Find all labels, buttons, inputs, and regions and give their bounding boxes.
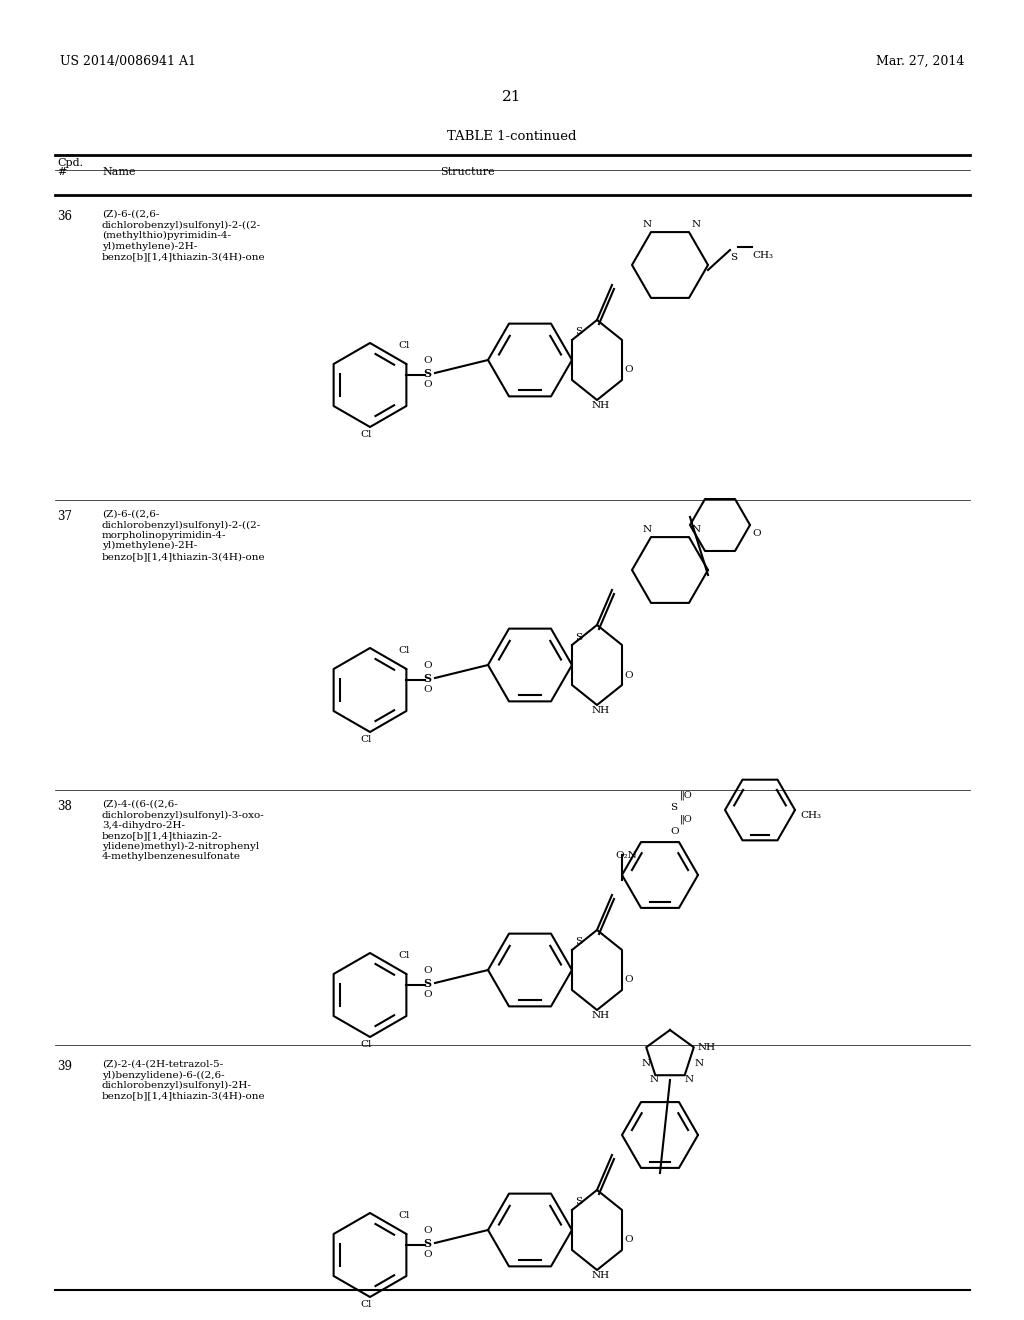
Text: N: N [643, 525, 652, 535]
Text: (Z)-2-(4-(2H-tetrazol-5-
yl)benzylidene)-6-((2,6-
dichlorobenzyl)sulfonyl)-2H-
b: (Z)-2-(4-(2H-tetrazol-5- yl)benzylidene)… [102, 1060, 265, 1101]
Text: N: N [692, 525, 701, 535]
Text: NH: NH [698, 1043, 716, 1052]
Text: NH: NH [592, 1011, 610, 1020]
Text: #: # [57, 168, 67, 177]
Text: S: S [575, 327, 582, 337]
Text: O: O [423, 1226, 432, 1236]
Text: (Z)-6-((2,6-
dichlorobenzyl)sulfonyl)-2-((2-
(methylthio)pyrimidin-4-
yl)methyle: (Z)-6-((2,6- dichlorobenzyl)sulfonyl)-2-… [102, 210, 265, 261]
Text: O: O [752, 528, 761, 537]
Text: N: N [692, 220, 701, 228]
Text: Cl: Cl [398, 645, 410, 655]
Text: S: S [423, 1238, 431, 1249]
Text: 39: 39 [57, 1060, 72, 1073]
Text: S: S [423, 673, 431, 684]
Text: S: S [670, 803, 677, 812]
Text: 21: 21 [502, 90, 522, 104]
Text: O: O [624, 366, 633, 375]
Text: S: S [575, 937, 582, 946]
Text: N: N [643, 220, 652, 228]
Text: S: S [575, 1197, 582, 1206]
Text: S: S [423, 978, 431, 989]
Text: N: N [642, 1059, 651, 1068]
Text: N: N [685, 1076, 694, 1085]
Text: ‖O: ‖O [680, 791, 693, 800]
Text: Cl: Cl [398, 341, 410, 350]
Text: Cl: Cl [360, 1040, 372, 1049]
Text: O: O [423, 966, 432, 975]
Text: Name: Name [102, 168, 135, 177]
Text: O: O [670, 828, 679, 836]
Text: CH₃: CH₃ [800, 810, 821, 820]
Text: O: O [624, 1236, 633, 1245]
Text: S: S [575, 632, 582, 642]
Text: N: N [650, 1076, 659, 1085]
Text: TABLE 1-continued: TABLE 1-continued [447, 129, 577, 143]
Text: NH: NH [592, 401, 610, 411]
Text: O: O [624, 975, 633, 985]
Text: (Z)-4-((6-((2,6-
dichlorobenzyl)sulfonyl)-3-oxo-
3,4-dihydro-2H-
benzo[b][1,4]th: (Z)-4-((6-((2,6- dichlorobenzyl)sulfonyl… [102, 800, 265, 862]
Text: US 2014/0086941 A1: US 2014/0086941 A1 [60, 55, 196, 69]
Text: O: O [624, 671, 633, 680]
Text: Cl: Cl [360, 1300, 372, 1309]
Text: Cl: Cl [360, 430, 372, 440]
Text: 36: 36 [57, 210, 72, 223]
Text: Mar. 27, 2014: Mar. 27, 2014 [876, 55, 964, 69]
Text: N: N [695, 1059, 705, 1068]
Text: O: O [423, 356, 432, 366]
Text: 38: 38 [57, 800, 72, 813]
Text: 37: 37 [57, 510, 72, 523]
Text: O: O [423, 990, 432, 999]
Text: ‖O: ‖O [680, 814, 693, 825]
Text: O: O [423, 1250, 432, 1259]
Text: Cl: Cl [398, 950, 410, 960]
Text: NH: NH [592, 1271, 610, 1280]
Text: NH: NH [592, 706, 610, 715]
Text: O: O [423, 685, 432, 694]
Text: CH₃: CH₃ [752, 251, 773, 260]
Text: Cl: Cl [360, 735, 372, 744]
Text: S: S [423, 368, 431, 379]
Text: S: S [730, 253, 737, 261]
Text: Cl: Cl [398, 1210, 410, 1220]
Text: (Z)-6-((2,6-
dichlorobenzyl)sulfonyl)-2-((2-
morpholinopyrimidin-4-
yl)methylene: (Z)-6-((2,6- dichlorobenzyl)sulfonyl)-2-… [102, 510, 265, 561]
Text: Structure: Structure [440, 168, 495, 177]
Text: Cpd.: Cpd. [57, 158, 83, 168]
Text: O: O [423, 661, 432, 671]
Text: O₂N: O₂N [615, 850, 637, 859]
Text: O: O [423, 380, 432, 389]
